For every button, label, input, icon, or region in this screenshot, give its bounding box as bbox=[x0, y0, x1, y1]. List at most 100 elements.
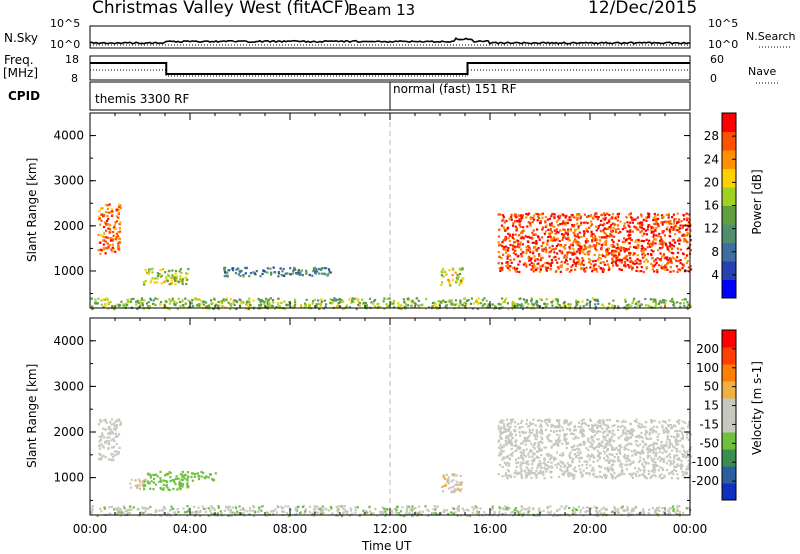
data-cell bbox=[591, 444, 594, 447]
data-cell bbox=[680, 460, 683, 463]
data-cell bbox=[677, 226, 680, 229]
data-cell bbox=[497, 241, 500, 244]
data-cell bbox=[176, 488, 179, 491]
data-cell bbox=[639, 262, 642, 265]
data-cell bbox=[260, 509, 263, 512]
data-cell bbox=[547, 460, 550, 464]
data-cell bbox=[638, 451, 641, 454]
data-cell bbox=[583, 441, 586, 445]
data-cell bbox=[582, 305, 585, 308]
data-cell bbox=[604, 443, 607, 447]
data-cell bbox=[606, 424, 609, 427]
data-cell bbox=[644, 425, 647, 429]
data-cell bbox=[124, 304, 127, 307]
data-cell bbox=[479, 302, 482, 305]
data-cell bbox=[670, 261, 673, 264]
data-cell bbox=[142, 485, 145, 488]
data-cell bbox=[653, 469, 656, 472]
data-cell bbox=[516, 245, 519, 248]
data-cell bbox=[662, 431, 666, 434]
data-cell bbox=[531, 455, 534, 458]
data-cell bbox=[104, 240, 108, 243]
data-cell bbox=[687, 305, 690, 308]
data-cell bbox=[458, 267, 461, 270]
data-cell bbox=[532, 262, 536, 266]
data-cell bbox=[597, 421, 600, 424]
data-cell bbox=[530, 257, 533, 260]
data-cell bbox=[519, 451, 522, 454]
data-cell bbox=[642, 508, 645, 511]
data-cell bbox=[181, 280, 184, 283]
colorbar-segment bbox=[722, 187, 736, 206]
data-cell bbox=[365, 304, 368, 307]
data-cell bbox=[231, 506, 234, 509]
data-cell bbox=[343, 505, 346, 508]
data-cell bbox=[657, 264, 661, 267]
data-cell bbox=[124, 302, 127, 306]
data-cell bbox=[191, 479, 194, 482]
data-cell bbox=[663, 507, 666, 510]
data-cell bbox=[523, 437, 526, 440]
data-cell bbox=[136, 485, 139, 488]
data-cell bbox=[552, 443, 555, 446]
data-cell bbox=[681, 453, 684, 456]
data-cell bbox=[544, 262, 547, 265]
data-cell bbox=[537, 509, 540, 512]
data-cell bbox=[554, 457, 557, 460]
data-cell bbox=[628, 233, 631, 236]
data-cell bbox=[566, 222, 569, 225]
data-cell bbox=[385, 509, 388, 512]
data-cell bbox=[634, 440, 637, 443]
data-cell bbox=[635, 269, 638, 272]
colorbar-segment bbox=[722, 279, 736, 299]
data-cell bbox=[301, 505, 304, 508]
data-cell bbox=[642, 510, 645, 513]
data-cell bbox=[207, 305, 211, 308]
data-cell bbox=[577, 505, 581, 508]
data-cell bbox=[639, 259, 642, 262]
data-cell bbox=[544, 216, 547, 219]
data-cell bbox=[673, 220, 676, 223]
data-cell bbox=[116, 220, 119, 223]
data-cell bbox=[362, 509, 365, 512]
data-cell bbox=[524, 301, 527, 304]
beam-label: Beam 13 bbox=[348, 1, 416, 19]
data-cell bbox=[182, 304, 185, 307]
data-cell bbox=[541, 256, 544, 259]
data-cell bbox=[566, 466, 569, 469]
data-cell bbox=[554, 255, 557, 258]
data-cell bbox=[660, 446, 663, 449]
data-cell bbox=[164, 271, 167, 274]
data-cell bbox=[637, 467, 641, 470]
data-cell bbox=[684, 256, 687, 259]
y-tick-label: 1000 bbox=[53, 264, 84, 278]
data-cell bbox=[248, 297, 251, 300]
data-cell bbox=[99, 241, 102, 244]
data-cell bbox=[565, 258, 568, 262]
data-cell bbox=[508, 457, 511, 460]
data-cell bbox=[567, 236, 570, 239]
data-cell bbox=[454, 483, 457, 486]
data-cell bbox=[604, 232, 607, 235]
data-cell bbox=[91, 505, 94, 508]
data-cell bbox=[602, 432, 605, 435]
data-cell bbox=[645, 216, 648, 219]
data-cell bbox=[545, 303, 548, 306]
data-cell bbox=[100, 219, 103, 222]
data-cell bbox=[582, 441, 585, 444]
data-cell bbox=[514, 430, 517, 433]
data-cell bbox=[660, 214, 664, 217]
data-cell bbox=[577, 448, 580, 451]
data-cell bbox=[115, 238, 118, 241]
data-cell bbox=[578, 457, 581, 460]
data-cell bbox=[665, 441, 668, 444]
data-cell bbox=[106, 242, 109, 245]
data-cell bbox=[160, 514, 163, 517]
data-cell bbox=[669, 242, 672, 245]
data-cell bbox=[134, 479, 137, 482]
data-cell bbox=[315, 305, 318, 308]
data-cell bbox=[213, 297, 216, 300]
data-cell bbox=[115, 426, 118, 429]
data-cell bbox=[374, 508, 377, 511]
data-cell bbox=[602, 450, 606, 453]
